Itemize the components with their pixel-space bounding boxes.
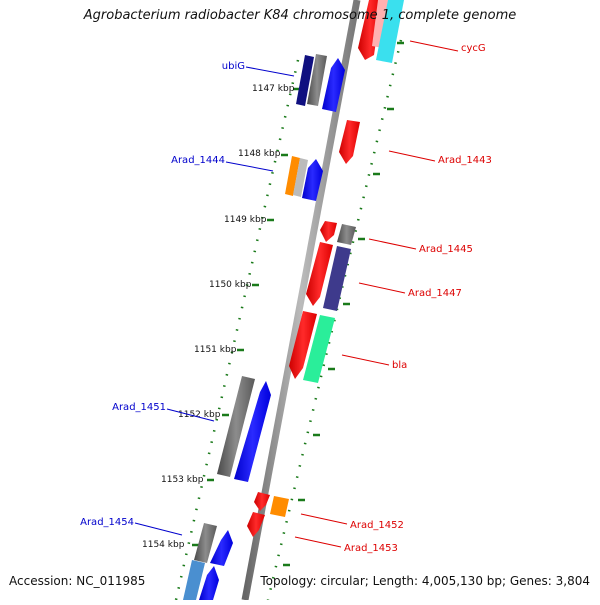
label-leader-arad1445 — [368, 238, 417, 250]
gene-feature-cycG[interactable] — [376, 0, 404, 63]
gene-label-arad1445[interactable]: Arad_1445 — [419, 244, 473, 255]
gene-feature-arad1445-red[interactable] — [320, 221, 337, 242]
forward-track — [174, 59, 300, 601]
gene-label-arad1451[interactable]: Arad_1451 — [112, 402, 166, 413]
label-leader-arad1443 — [388, 150, 436, 162]
gene-feature-ubiG-blue[interactable] — [296, 55, 314, 106]
gene-feature-arad1444[interactable] — [302, 159, 323, 201]
gene-feature-arad1451-gray[interactable] — [217, 376, 255, 477]
forward-gene-features — [183, 54, 345, 600]
label-leader-ubiG — [245, 66, 295, 77]
gene-label-arad1443[interactable]: Arad_1443 — [438, 155, 492, 166]
gene-feature-next-lightblue[interactable] — [183, 560, 205, 600]
gene-feature-arad1452[interactable] — [270, 496, 289, 517]
reverse-track — [266, 39, 403, 601]
gene-feature-arad1452-red[interactable] — [254, 492, 270, 511]
label-leader-arad1451 — [166, 408, 215, 422]
gene-feature-ubiG[interactable] — [322, 58, 345, 112]
map-title: Agrobacterium radiobacter K84 chromosome… — [83, 8, 517, 23]
reverse-gene-features — [247, 0, 404, 537]
gene-label-ubiG[interactable]: ubiG — [222, 61, 245, 72]
gene-label-arad1453[interactable]: Arad_1453 — [344, 543, 398, 554]
gene-feature-arad1454-gray[interactable] — [194, 523, 217, 563]
tick-label: 1153 kbp — [161, 475, 204, 485]
gene-feature-arad1454[interactable] — [210, 530, 233, 566]
gene-label-arad1444[interactable]: Arad_1444 — [171, 155, 225, 166]
gene-feature-arad1451[interactable] — [234, 381, 271, 482]
tick-dashes-reverse — [283, 41, 404, 567]
label-leader-bla — [341, 354, 390, 366]
gene-feature-arad1447-red[interactable] — [306, 242, 333, 306]
gene-label-cycG[interactable]: cycG — [461, 43, 486, 54]
label-leader-arad1447 — [358, 282, 406, 294]
tick-label: 1152 kbp — [178, 410, 221, 420]
gene-feature-bla[interactable] — [303, 315, 335, 383]
tick-label: 1150 kbp — [209, 280, 252, 290]
genome-summary-text: Topology: circular; Length: 4,005,130 bp… — [260, 574, 590, 588]
tick-label: 1151 kbp — [194, 345, 237, 355]
reverse-gene-labels: cycG Arad_1443 Arad_1445 Arad_1447 bla A… — [294, 40, 492, 554]
accession-text: Accession: NC_011985 — [9, 574, 146, 588]
label-leader-cycG — [409, 40, 459, 52]
gene-label-arad1452[interactable]: Arad_1452 — [350, 520, 404, 531]
gene-label-bla[interactable]: bla — [392, 360, 407, 371]
forward-gene-labels: ubiG Arad_1444 Arad_1451 Arad_1454 — [80, 61, 295, 536]
gene-feature-ubiG-gray[interactable] — [307, 54, 327, 106]
gene-label-arad1454[interactable]: Arad_1454 — [80, 517, 134, 528]
label-leader-arad1454 — [134, 522, 183, 536]
gene-label-arad1447[interactable]: Arad_1447 — [408, 288, 462, 299]
gene-feature-cycG-pink[interactable] — [372, 0, 390, 48]
gene-feature-arad1443[interactable] — [339, 120, 360, 164]
label-leader-arad1444 — [225, 161, 274, 172]
label-leader-arad1452 — [300, 513, 348, 525]
gene-feature-arad1447[interactable] — [323, 246, 351, 311]
tick-label: 1147 kbp — [252, 84, 295, 94]
gene-feature-arad1444-orange[interactable] — [285, 156, 300, 196]
tick-label: 1148 kbp — [238, 149, 281, 159]
tick-labels: 1147 kbp 1148 kbp 1149 kbp 1150 kbp 1151… — [142, 84, 295, 550]
gene-feature-cycG-red[interactable] — [358, 0, 382, 60]
gene-feature-arad1453[interactable] — [247, 512, 265, 537]
label-leader-arad1453 — [294, 536, 342, 548]
tick-label: 1149 kbp — [224, 215, 267, 225]
gene-feature-arad1445[interactable] — [337, 224, 356, 245]
gene-feature-next-blue[interactable] — [199, 566, 219, 600]
gene-feature-bla-red[interactable] — [289, 311, 317, 379]
gene-feature-arad1444-gray[interactable] — [293, 158, 308, 197]
tick-label: 1154 kbp — [142, 540, 185, 550]
